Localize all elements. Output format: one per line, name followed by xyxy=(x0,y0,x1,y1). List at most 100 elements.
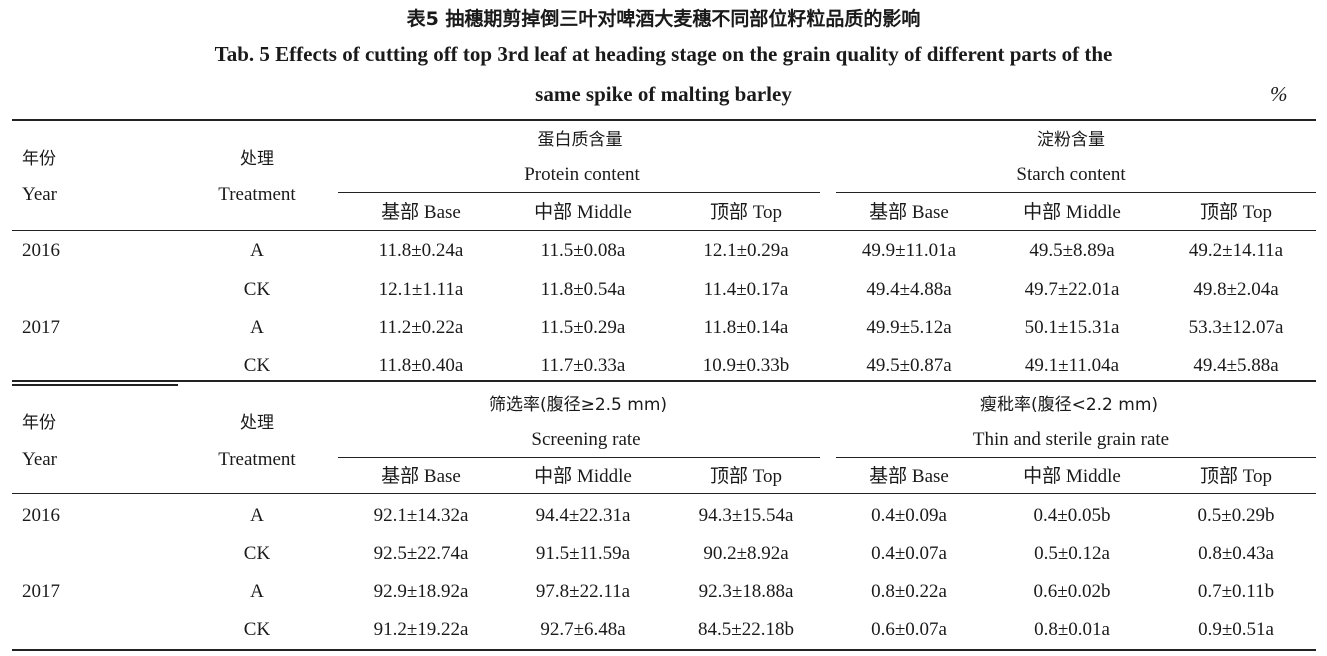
data-cell: 0.4±0.09a xyxy=(871,505,947,526)
group-header-screening-cn: 筛选率(腹径≥2.5 mm) xyxy=(488,395,668,415)
group-underline-protein xyxy=(338,192,820,193)
data-cell: 0.8±0.43a xyxy=(1198,543,1274,564)
col-header-starch-base: 基部 Base xyxy=(869,202,949,223)
data-cell: 49.8±2.04a xyxy=(1193,279,1279,300)
treatment-cell: CK xyxy=(243,279,271,300)
col-header-screening-middle: 中部 Middle xyxy=(534,466,632,487)
data-cell: 11.8±0.40a xyxy=(378,355,464,376)
data-cell: 11.5±0.08a xyxy=(540,240,626,261)
treatment-header-cn: 处理 xyxy=(240,413,274,433)
data-cell: 11.5±0.29a xyxy=(540,317,626,338)
data-cell: 49.7±22.01a xyxy=(1024,279,1120,300)
data-cell: 92.9±18.92a xyxy=(373,581,469,602)
data-cell: 11.8±0.54a xyxy=(540,279,626,300)
header-rule xyxy=(12,493,1316,494)
data-cell: 92.7±6.48a xyxy=(540,619,626,640)
group-header-thin-grain-en: Thin and sterile grain rate xyxy=(972,429,1170,450)
data-cell: 92.5±22.74a xyxy=(373,543,469,564)
data-cell: 0.5±0.29b xyxy=(1197,505,1275,526)
year-cell: 2017 xyxy=(22,581,60,602)
treatment-cell: CK xyxy=(243,355,271,376)
col-header-screening-top: 顶部 Top xyxy=(709,466,783,487)
treatment-header-en: Treatment xyxy=(218,184,296,205)
table-caption-cn: 表5 抽穗期剪掉倒三叶对啤酒大麦穗不同部位籽粒品质的影响 xyxy=(406,8,921,30)
data-cell: 49.2±14.11a xyxy=(1188,240,1284,261)
col-header-starch-middle: 中部 Middle xyxy=(1023,202,1121,223)
year-header-en: Year xyxy=(22,449,58,470)
data-cell: 49.5±0.87a xyxy=(866,355,952,376)
treatment-cell: A xyxy=(250,505,264,526)
data-cell: 10.9±0.33b xyxy=(702,355,790,376)
treatment-cell: CK xyxy=(243,619,271,640)
data-cell: 0.6±0.02b xyxy=(1033,581,1111,602)
treatment-cell: A xyxy=(250,317,264,338)
col-header-protein-middle: 中部 Middle xyxy=(534,202,632,223)
col-header-screening-base: 基部 Base xyxy=(381,466,461,487)
col-header-thin-grain-middle: 中部 Middle xyxy=(1023,466,1121,487)
treatment-cell: A xyxy=(250,581,264,602)
data-cell: 0.5±0.12a xyxy=(1034,543,1110,564)
data-cell: 49.9±11.01a xyxy=(861,240,957,261)
table-caption-en-line1: Tab. 5 Effects of cutting off top 3rd le… xyxy=(214,42,1113,66)
year-header-cn: 年份 xyxy=(22,149,56,169)
table-caption-en-line2: same spike of malting barley xyxy=(535,82,792,106)
data-cell: 12.1±1.11a xyxy=(378,279,464,300)
col-header-thin-grain-base: 基部 Base xyxy=(869,466,949,487)
year-header-cn: 年份 xyxy=(22,413,56,433)
data-cell: 84.5±22.18b xyxy=(698,619,794,640)
data-cell: 11.7±0.33a xyxy=(540,355,626,376)
group-header-protein-en: Protein content xyxy=(524,164,640,185)
data-cell: 0.7±0.11b xyxy=(1197,581,1275,602)
data-cell: 0.4±0.07a xyxy=(871,543,947,564)
year-cell: 2016 xyxy=(22,240,60,261)
bottom-rule xyxy=(12,649,1316,651)
data-cell: 91.2±19.22a xyxy=(373,619,469,640)
group-header-thin-grain-cn: 瘦秕率(腹径<2.2 mm) xyxy=(979,395,1159,415)
col-header-starch-top: 顶部 Top xyxy=(1199,202,1273,223)
col-header-protein-base: 基部 Base xyxy=(381,202,461,223)
col-header-thin-grain-top: 顶部 Top xyxy=(1199,466,1273,487)
data-cell: 11.8±0.24a xyxy=(378,240,464,261)
data-cell: 90.2±8.92a xyxy=(703,543,789,564)
year-header-en: Year xyxy=(22,184,58,205)
year-cell: 2017 xyxy=(22,317,60,338)
group-underline-thin-grain xyxy=(836,457,1316,458)
treatment-header-en: Treatment xyxy=(218,449,296,470)
col-header-protein-top: 顶部 Top xyxy=(709,202,783,223)
data-cell: 53.3±12.07a xyxy=(1188,317,1284,338)
section-separator-upper xyxy=(12,380,1316,382)
data-cell: 12.1±0.29a xyxy=(703,240,789,261)
treatment-cell: CK xyxy=(243,543,271,564)
top-rule xyxy=(12,119,1316,121)
data-cell: 11.8±0.14a xyxy=(703,317,789,338)
data-cell: 0.6±0.07a xyxy=(871,619,947,640)
year-cell: 2016 xyxy=(22,505,60,526)
group-header-starch-en: Starch content xyxy=(1016,164,1126,185)
data-cell: 49.4±5.88a xyxy=(1193,355,1279,376)
treatment-cell: A xyxy=(250,240,264,261)
group-underline-starch xyxy=(836,192,1316,193)
group-header-protein-cn: 蛋白质含量 xyxy=(537,130,623,150)
group-header-starch-cn: 淀粉含量 xyxy=(1037,130,1105,150)
header-rule xyxy=(12,230,1316,231)
group-header-screening-en: Screening rate xyxy=(531,429,641,450)
data-cell: 11.4±0.17a xyxy=(703,279,789,300)
data-cell: 0.4±0.05b xyxy=(1033,505,1111,526)
data-cell: 0.9±0.51a xyxy=(1198,619,1274,640)
data-cell: 49.4±4.88a xyxy=(866,279,952,300)
unit-label: % xyxy=(1270,82,1288,106)
data-cell: 91.5±11.59a xyxy=(535,543,631,564)
data-cell: 0.8±0.01a xyxy=(1034,619,1110,640)
group-underline-screening xyxy=(338,457,820,458)
data-cell: 92.1±14.32a xyxy=(373,505,469,526)
data-cell: 94.3±15.54a xyxy=(698,505,794,526)
treatment-header-cn: 处理 xyxy=(240,149,274,169)
data-cell: 49.1±11.04a xyxy=(1024,355,1120,376)
data-cell: 49.5±8.89a xyxy=(1029,240,1115,261)
data-cell: 0.8±0.22a xyxy=(871,581,947,602)
data-cell: 94.4±22.31a xyxy=(535,505,631,526)
data-cell: 49.9±5.12a xyxy=(866,317,952,338)
data-cell: 11.2±0.22a xyxy=(378,317,464,338)
data-cell: 50.1±15.31a xyxy=(1024,317,1120,338)
section-separator-lower xyxy=(12,384,178,386)
